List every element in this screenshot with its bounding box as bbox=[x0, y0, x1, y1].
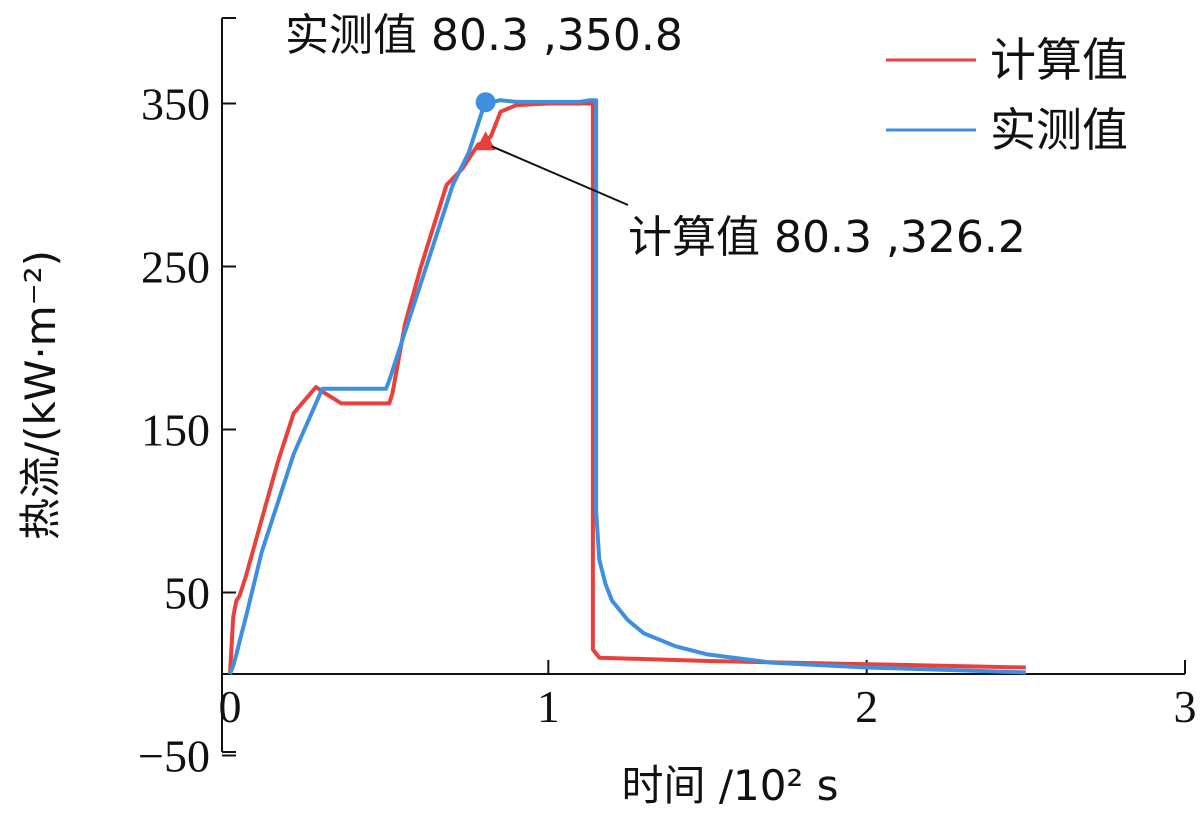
calculated-leader-line bbox=[491, 145, 629, 206]
calculated-peak-marker bbox=[475, 131, 496, 151]
y-tick-label: −50 bbox=[138, 731, 210, 782]
y-axis-label: 热流/(kW·m⁻²) bbox=[16, 250, 65, 540]
legend-label-measured: 实测值 bbox=[990, 103, 1128, 157]
x-ticks: 0 1 2 3 bbox=[219, 660, 1197, 732]
x-tick-label: 1 bbox=[537, 681, 560, 732]
calculated-peak-label: 计算值 80.3 ,326.2 bbox=[628, 212, 1026, 263]
y-tick-label: 350 bbox=[141, 79, 210, 130]
y-tick-label: 250 bbox=[141, 242, 210, 293]
measured-peak-marker bbox=[475, 92, 496, 113]
y-ticks: −50 50 150 250 350 bbox=[138, 79, 236, 782]
legend: 计算值 实测值 bbox=[886, 33, 1128, 157]
series-line-calculated bbox=[228, 101, 1026, 675]
series-layer bbox=[228, 98, 1026, 675]
annotation-layer: 实测值 80.3 ,350.8 计算值 80.3 ,326.2 bbox=[285, 10, 1026, 263]
y-tick-label: 150 bbox=[141, 405, 210, 456]
x-tick-label: 2 bbox=[855, 681, 878, 732]
legend-label-calculated: 计算值 bbox=[990, 33, 1128, 87]
series-line-measured bbox=[228, 98, 1026, 675]
x-tick-label: 3 bbox=[1174, 681, 1197, 732]
y-tick-label: 50 bbox=[164, 568, 210, 619]
x-axis-label: 时间 /10² s bbox=[621, 761, 838, 810]
measured-peak-label: 实测值 80.3 ,350.8 bbox=[285, 10, 683, 61]
x-tick-label: 0 bbox=[219, 681, 242, 732]
